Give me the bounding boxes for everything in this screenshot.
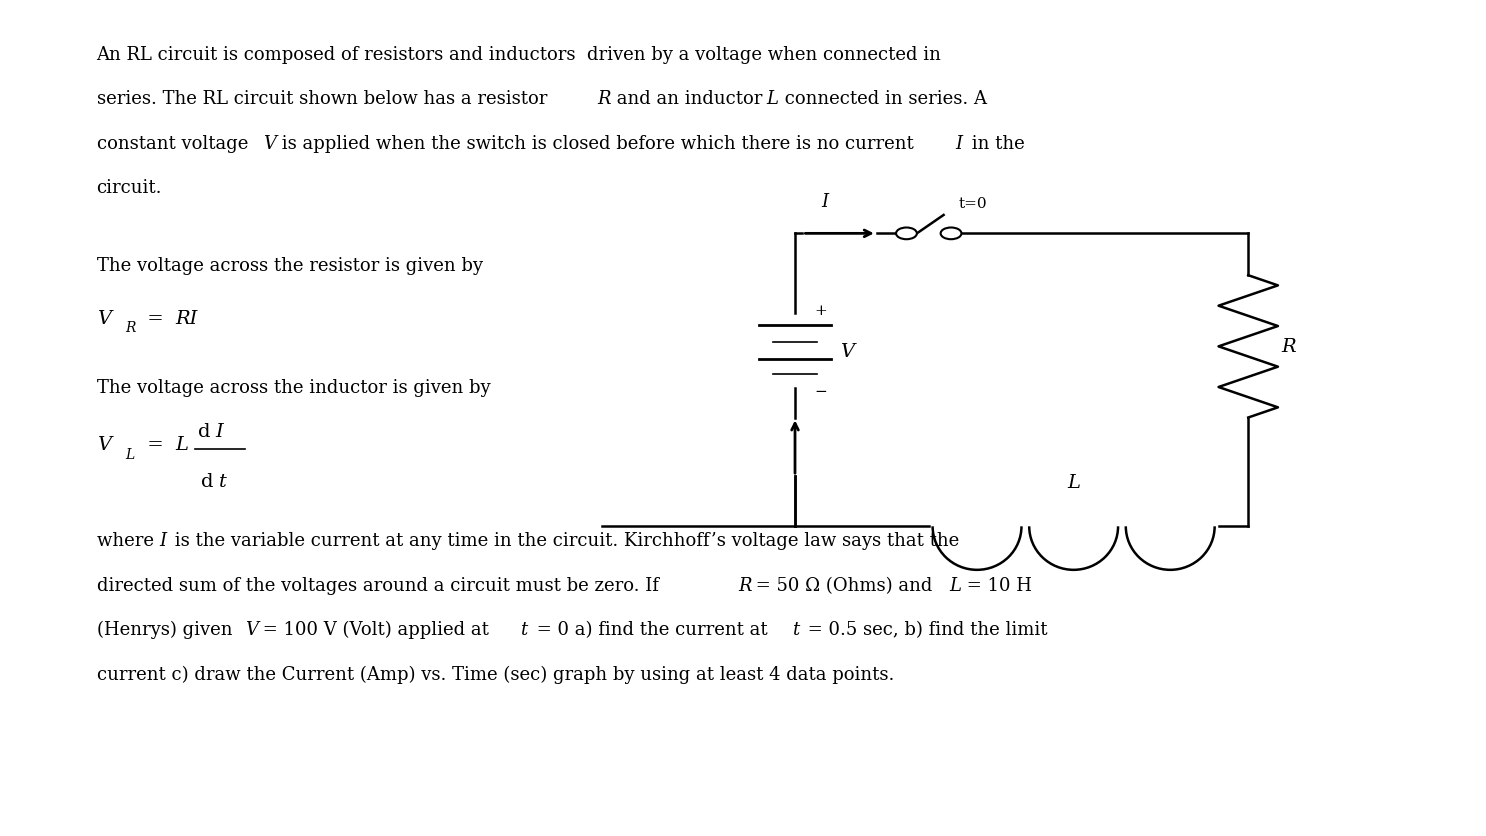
Text: An RL circuit is composed of resistors and inductors  driven by a voltage when c: An RL circuit is composed of resistors a… (97, 46, 942, 64)
Text: L: L (1067, 473, 1080, 492)
Text: R: R (597, 90, 611, 109)
Text: R: R (125, 321, 135, 335)
Text: is the variable current at any time in the circuit. Kirchhoff’s voltage law says: is the variable current at any time in t… (169, 532, 960, 550)
Text: current c) draw the Current (Amp) vs. Time (sec) graph by using at least 4 data : current c) draw the Current (Amp) vs. Ti… (97, 665, 895, 683)
Text: = 10 H: = 10 H (961, 576, 1033, 594)
Text: The voltage across the resistor is given by: The voltage across the resistor is given… (97, 257, 483, 275)
Text: t: t (792, 620, 799, 639)
Text: I: I (822, 192, 828, 211)
Text: V: V (263, 135, 276, 153)
Text: I: I (955, 135, 963, 153)
Text: series. The RL circuit shown below has a resistor: series. The RL circuit shown below has a… (97, 90, 553, 109)
Text: +: + (814, 303, 828, 318)
Text: R: R (739, 576, 752, 594)
Text: The voltage across the inductor is given by: The voltage across the inductor is given… (97, 379, 490, 397)
Text: = 100 V (Volt) applied at: = 100 V (Volt) applied at (257, 620, 495, 639)
Text: circuit.: circuit. (97, 179, 162, 197)
Text: L: L (767, 90, 779, 109)
Text: = 0 a) find the current at: = 0 a) find the current at (531, 620, 773, 639)
Text: L: L (175, 436, 189, 454)
Text: t=0: t=0 (958, 196, 987, 211)
Text: I: I (215, 422, 223, 441)
Text: constant voltage: constant voltage (97, 135, 254, 153)
Text: where: where (97, 532, 159, 550)
Circle shape (896, 228, 917, 240)
Text: −: − (814, 385, 828, 399)
Text: = 50 Ω (Ohms) and: = 50 Ω (Ohms) and (750, 576, 939, 594)
Text: directed sum of the voltages around a circuit must be zero. If: directed sum of the voltages around a ci… (97, 576, 664, 594)
Text: (Henrys) given: (Henrys) given (97, 620, 238, 639)
Text: I: I (159, 532, 166, 550)
Circle shape (941, 228, 961, 240)
Text: t: t (218, 472, 226, 491)
Text: d: d (198, 422, 210, 441)
Text: in the: in the (966, 135, 1025, 153)
Text: = 0.5 sec, b) find the limit: = 0.5 sec, b) find the limit (802, 620, 1048, 639)
Text: V: V (245, 620, 259, 639)
Text: d: d (201, 472, 212, 491)
Text: L: L (125, 447, 134, 461)
Text: is applied when the switch is closed before which there is no current: is applied when the switch is closed bef… (276, 135, 920, 153)
Text: L: L (950, 576, 961, 594)
Text: t: t (520, 620, 528, 639)
Text: and an inductor: and an inductor (611, 90, 768, 109)
Text: =: = (141, 436, 171, 454)
Text: R: R (1281, 338, 1296, 356)
Text: RI: RI (175, 309, 198, 328)
Text: connected in series. A: connected in series. A (779, 90, 987, 109)
Text: V: V (840, 342, 854, 360)
Text: =: = (141, 309, 171, 328)
Text: V: V (97, 436, 111, 454)
Text: V: V (97, 309, 111, 328)
